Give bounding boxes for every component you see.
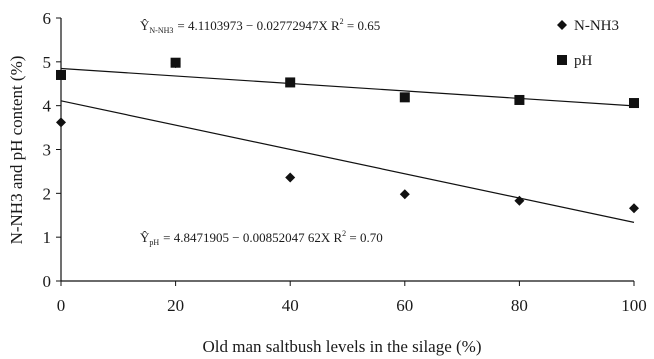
y-axis-title: N-NH3 and pH content (%) <box>7 56 26 245</box>
equation-r2-superscript: 2 <box>342 229 346 238</box>
y-tick-label: 3 <box>43 141 52 160</box>
x-tick-label: 40 <box>282 296 299 315</box>
legend-label-n-nh3: N-NH3 <box>574 18 619 34</box>
x-tick-label: 100 <box>621 296 647 315</box>
data-point-ph <box>399 92 410 103</box>
equation-r2-value: = 0.65 <box>344 18 381 33</box>
y-tick-label: 0 <box>43 272 52 291</box>
data-point-n-nh3 <box>399 189 410 200</box>
data-point-n-nh3 <box>629 203 639 214</box>
equation-r2-superscript: 2 <box>340 17 344 26</box>
y-tick-label: 6 <box>43 9 52 28</box>
data-point-n-nh3 <box>56 117 66 128</box>
legend-item-ph: pH <box>557 53 593 69</box>
legend-label-ph: pH <box>574 53 593 69</box>
equation-r2-value: = 0.70 <box>346 230 383 245</box>
x-tick-label: 0 <box>57 296 66 315</box>
data-point-n-nh3 <box>514 195 525 206</box>
trend-equation-n-nh3: ŶN-NH3 = 4.1103973 − 0.02772947X R2 = 0.6… <box>140 17 380 35</box>
x-tick-label: 20 <box>167 296 184 315</box>
trend-equation-ph: ŶpH = 4.8471905 − 0.00852047 62X R2 = 0.7… <box>140 229 383 247</box>
x-axis-title: Old man saltbush levels in the silage (%… <box>202 337 481 356</box>
data-point-ph <box>170 57 181 68</box>
equation-symbol: Ŷ <box>140 230 150 245</box>
y-tick-label: 1 <box>43 228 52 247</box>
trend-line-ph <box>60 67 635 107</box>
data-points <box>56 57 639 214</box>
trend-lines <box>60 67 635 223</box>
x-tick-label: 80 <box>511 296 528 315</box>
x-tick-label: 60 <box>396 296 413 315</box>
data-point-ph <box>514 94 525 105</box>
data-point-ph <box>629 98 639 109</box>
y-tick-label: 2 <box>43 184 52 203</box>
equation-symbol: Ŷ <box>140 18 150 33</box>
trend-line-n-nh3 <box>60 100 635 223</box>
legend: N-NH3 pH <box>557 18 619 69</box>
data-point-n-nh3 <box>285 172 296 183</box>
equation-body: = 4.8471905 − 0.00852047 62X R <box>163 230 342 245</box>
data-point-ph <box>285 77 296 88</box>
legend-marker-ph <box>557 55 567 65</box>
legend-item-n-nh3: N-NH3 <box>557 18 619 34</box>
equation-subscript: pH <box>149 238 159 247</box>
y-tick-label: 5 <box>43 53 52 72</box>
equation-body: = 4.1103973 − 0.02772947X R <box>177 18 340 33</box>
y-tick-label: 4 <box>43 97 52 116</box>
equation-subscript: N-NH3 <box>149 26 173 35</box>
legend-marker-n-nh3 <box>557 20 567 30</box>
data-point-ph <box>56 69 66 80</box>
